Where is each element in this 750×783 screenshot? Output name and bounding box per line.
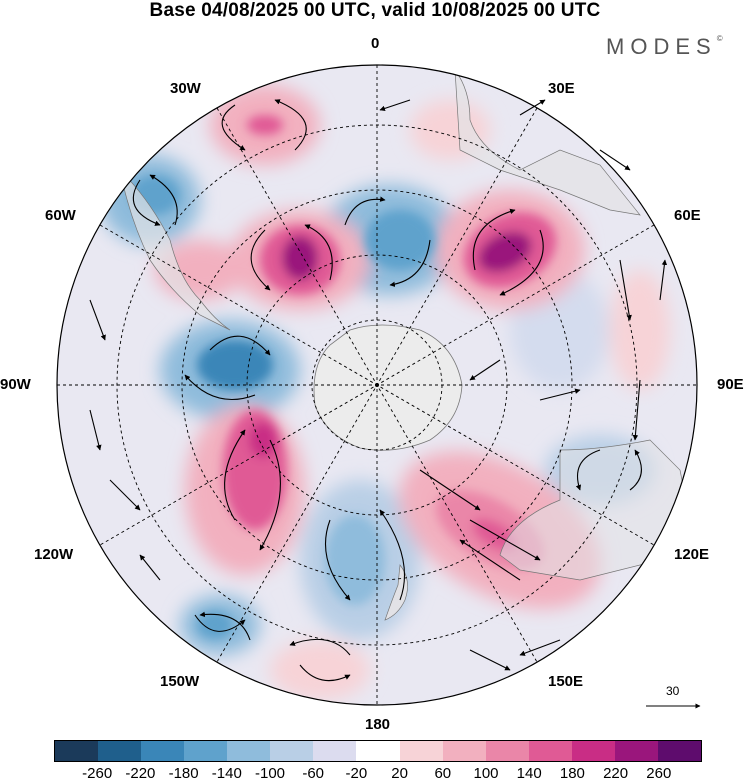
- lon-label-30w: 30W: [170, 80, 201, 97]
- colorbar-swatch: [571, 741, 615, 761]
- lon-label-90e: 90E: [717, 376, 744, 393]
- australia-land: [499, 439, 691, 581]
- antarctica: [313, 324, 463, 451]
- colorbar-tick-label: -140: [211, 765, 242, 782]
- new-zealand-land: [384, 564, 408, 621]
- colorbar-swatch: [98, 741, 142, 761]
- colorbar-tick-label: -220: [125, 765, 156, 782]
- colorbar-swatch: [313, 741, 357, 761]
- brand-mark: ©: [716, 34, 723, 43]
- map-title: Base 04/08/2025 00 UTC, valid 10/08/2025…: [149, 0, 601, 21]
- lon-label-150w: 150W: [160, 673, 200, 690]
- lon-label-120e: 120E: [674, 546, 710, 563]
- colorbar-tick-label: 60: [434, 765, 452, 782]
- colorbar-swatch: [227, 741, 271, 761]
- brand-text: MODES: [606, 34, 717, 59]
- colorbar-swatch: [657, 741, 701, 761]
- colorbar-tick-label: -20: [345, 765, 368, 782]
- colorbar-swatch: [528, 741, 572, 761]
- colorbar-swatch: [184, 741, 228, 761]
- colorbar-tick-label: 20: [391, 765, 408, 782]
- colorbar-tick-label: 100: [473, 765, 499, 782]
- colorbar-tick-label: -60: [302, 765, 325, 782]
- colorbar-tick-label: -180: [168, 765, 199, 782]
- colorbar-swatch: [614, 741, 658, 761]
- colorbar-swatch: [442, 741, 486, 761]
- lon-label-180: 180: [365, 716, 391, 733]
- africa-land: [454, 68, 641, 216]
- reference-vector-label: 30: [666, 684, 680, 698]
- south-america-land: [119, 168, 231, 331]
- colorbar-tick-label: -260: [82, 765, 113, 782]
- colorbar-swatch: [55, 741, 99, 761]
- modes-logo: MODES©: [606, 34, 723, 60]
- colorbar-swatch: [485, 741, 529, 761]
- lon-label-60e: 60E: [674, 207, 701, 224]
- colorbar-tick-label: 260: [646, 765, 672, 782]
- colorbar-swatch: [141, 741, 185, 761]
- wind-vectors: [89, 99, 668, 682]
- colorbar-tick-label: 140: [516, 765, 542, 782]
- colorbar-swatch: [356, 741, 400, 761]
- colorbar-swatch: [270, 741, 314, 761]
- colorbar-tick-label: -100: [254, 765, 286, 782]
- lon-label-30e: 30E: [548, 80, 575, 97]
- colorbar: [54, 740, 702, 762]
- colorbar-tick-label: 180: [559, 765, 585, 782]
- colorbar-tick-label: 220: [603, 765, 629, 782]
- lon-label-90w: 90W: [0, 376, 31, 393]
- lon-label-60w: 60W: [45, 207, 76, 224]
- lon-label-0: 0: [371, 35, 380, 52]
- lon-label-150e: 150E: [548, 673, 584, 690]
- lon-label-120w: 120W: [34, 546, 74, 563]
- map-border: [56, 64, 698, 706]
- colorbar-swatch: [399, 741, 443, 761]
